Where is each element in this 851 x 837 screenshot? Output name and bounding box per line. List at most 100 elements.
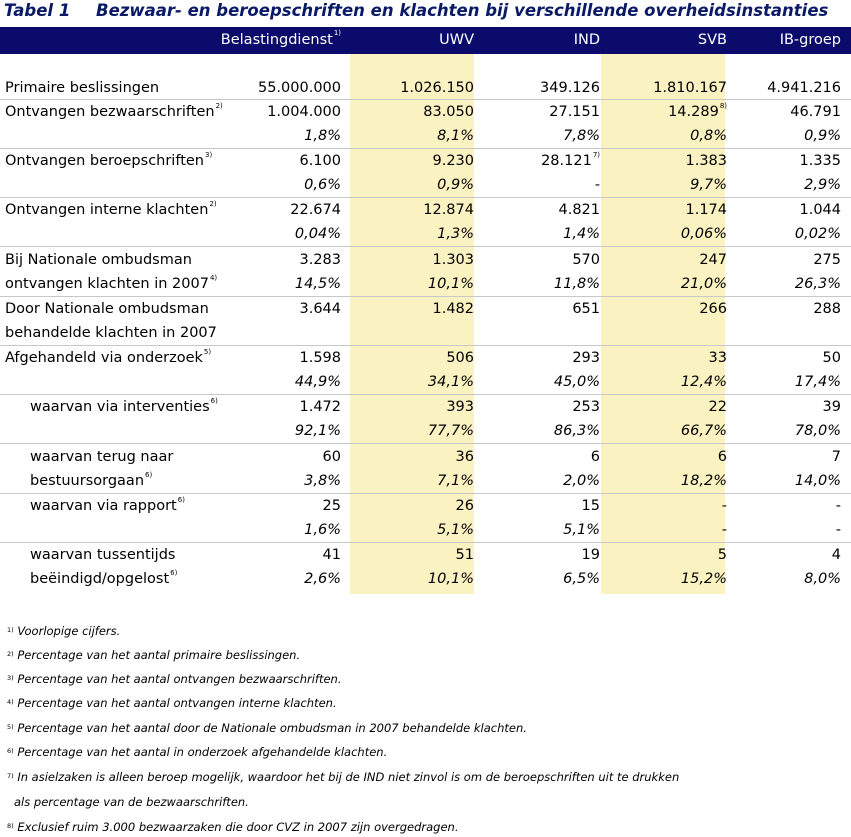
table-cell: 50 — [822, 350, 841, 366]
table-row: Ontvangen interne klachten2) 22.674 12.874… — [0, 198, 851, 222]
table-cell: 3.644 — [299, 301, 341, 317]
table-row: 0,04% 1,3% 1,4% 0,06% 0,02% — [0, 222, 851, 246]
table-cell: - — [594, 177, 600, 193]
footnote: 1) Voorlopige cijfers. — [7, 624, 121, 638]
footnote: 4) Percentage van het aantal ontvangen i… — [7, 696, 337, 710]
table-cell: 22 — [708, 399, 727, 415]
table-cell: 293 — [572, 350, 600, 366]
table-cell: 253 — [572, 399, 600, 415]
footnote: als percentage van de bezwaarschriften. — [14, 795, 249, 809]
row-divider — [0, 99, 851, 100]
table-cell: 1.472 — [299, 399, 341, 415]
table-cell: 2,9% — [804, 177, 841, 193]
table-cell: 0,9% — [804, 128, 841, 144]
row-label: bestuursorgaan6) — [30, 471, 153, 489]
table-cell: 17,4% — [794, 374, 841, 390]
table-cell: 34,1% — [427, 374, 474, 390]
table-cell: 1,3% — [437, 226, 474, 242]
table-cell: 25 — [322, 498, 341, 514]
row-divider — [0, 394, 851, 395]
table-row: waarvan terug naar 60 36 6 6 7 — [0, 445, 851, 469]
table-cell: 10,1% — [427, 571, 474, 587]
table-cell: 45,0% — [553, 374, 600, 390]
row-label: waarvan via rapport6) — [30, 496, 185, 514]
table-cell: 1.810.167 — [653, 80, 727, 96]
row-divider — [0, 493, 851, 494]
col-header-uwv: UWV — [439, 32, 474, 48]
table-cell: 266 — [699, 301, 727, 317]
table-cell: 66,7% — [680, 423, 727, 439]
table-cell: 12,4% — [680, 374, 727, 390]
table-cell: - — [721, 522, 727, 538]
table-cell: 1,8% — [304, 128, 341, 144]
row-label: Afgehandeld via onderzoek5) — [5, 348, 212, 366]
row-divider — [0, 148, 851, 149]
table-cell: 44,9% — [294, 374, 341, 390]
table-cell: 14.2898) — [668, 102, 727, 120]
table-cell: 0,06% — [680, 226, 727, 242]
table-cell: 275 — [813, 252, 841, 268]
table-row: 1,6% 5,1% 5,1% - - — [0, 518, 851, 542]
table-cell: 6,5% — [563, 571, 600, 587]
table-cell: 1.303 — [432, 252, 474, 268]
table-cell: 0,6% — [304, 177, 341, 193]
table-cell: 10,1% — [427, 276, 474, 292]
table-row: Primaire beslissingen 55.000.000 1.026.150… — [0, 76, 851, 100]
row-label: waarvan terug naar — [30, 449, 174, 465]
table-cell: 288 — [813, 301, 841, 317]
table-cell: 7 — [831, 449, 841, 465]
row-divider — [0, 246, 851, 247]
table-cell: 55.000.000 — [257, 80, 341, 96]
footnote: 6) Percentage van het aantal in onderzoe… — [7, 745, 388, 759]
table-cell: 77,7% — [427, 423, 474, 439]
table-cell: - — [721, 498, 727, 514]
table-cell: 393 — [446, 399, 474, 415]
col-header-svb: SVB — [697, 32, 727, 48]
table-cell: 26,3% — [794, 276, 841, 292]
table-cell: 18,2% — [680, 473, 727, 489]
table-cell: 1.044 — [799, 202, 841, 218]
table-cell: 19 — [581, 547, 600, 563]
table-cell: 1.598 — [299, 350, 341, 366]
table-cell: 570 — [572, 252, 600, 268]
table-cell: 0,02% — [794, 226, 841, 242]
table-cell: 78,0% — [794, 423, 841, 439]
table-cell: 0,04% — [294, 226, 341, 242]
table-cell: 14,0% — [794, 473, 841, 489]
table-row: 1,8% 8,1% 7,8% 0,8% 0,9% — [0, 124, 851, 148]
table-row: Ontvangen beroepschriften3) 6.100 9.230 28.… — [0, 149, 851, 173]
table-title: Tabel 1 Bezwaar- en beroepschriften en kl… — [4, 0, 851, 24]
col-header-ind: IND — [573, 32, 600, 48]
table-cell: 60 — [322, 449, 341, 465]
row-label: ontvangen klachten in 20074) — [5, 274, 218, 292]
table-cell: 247 — [699, 252, 727, 268]
table-cell: 6 — [717, 449, 727, 465]
footnote: 8) Exclusief ruim 3.000 bezwaarzaken die… — [7, 820, 459, 834]
table-cell: 5,1% — [563, 522, 600, 538]
table-row: waarvan via rapport6) 25 26 15 - - — [0, 494, 851, 518]
table-cell: 4 — [831, 547, 841, 563]
table-cell: 5,1% — [437, 522, 474, 538]
table-cell: 36 — [455, 449, 474, 465]
table-cell: 2,0% — [563, 473, 600, 489]
table-cell: 651 — [572, 301, 600, 317]
row-label: waarvan via interventies6) — [30, 397, 218, 415]
uwv-column-band — [350, 54, 474, 594]
row-label: Ontvangen beroepschriften3) — [5, 151, 213, 169]
row-divider — [0, 542, 851, 543]
table-cell: 7,8% — [563, 128, 600, 144]
table-row: 92,1% 77,7% 86,3% 66,7% 78,0% — [0, 419, 851, 443]
table-cell: 7,1% — [437, 473, 474, 489]
table-cell: 12.874 — [423, 202, 474, 218]
table-cell: 9.230 — [432, 153, 474, 169]
table-cell: 15,2% — [680, 571, 727, 587]
table-row: ontvangen klachten in 20074) 14,5% 10,1% 11… — [0, 272, 851, 296]
table-row: Bij Nationale ombudsman 3.283 1.303 570 247 2… — [0, 248, 851, 272]
col-header-ib-groep: IB-groep — [779, 32, 841, 48]
table-cell: 6 — [590, 449, 600, 465]
table-cell: 1.335 — [799, 153, 841, 169]
table-cell: 39 — [822, 399, 841, 415]
table-cell: 1.482 — [432, 301, 474, 317]
row-label: Ontvangen bezwaarschriften2) — [5, 102, 223, 120]
table-cell: 6.100 — [299, 153, 341, 169]
